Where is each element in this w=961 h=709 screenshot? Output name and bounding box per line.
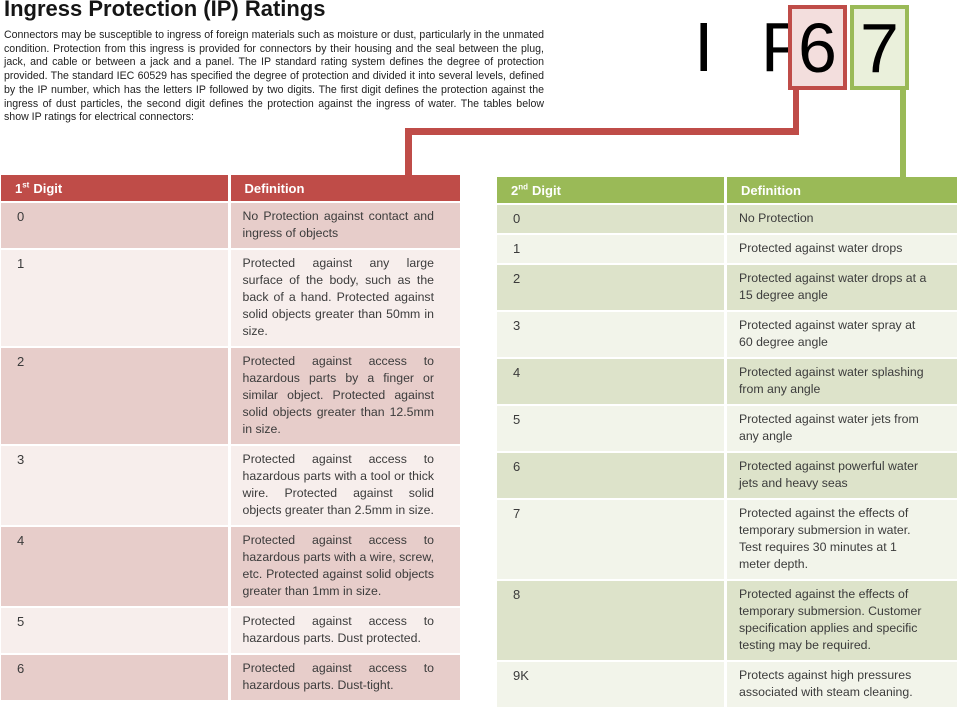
digit-cell: 6 [497,453,727,500]
digit-cell: 2 [1,348,231,446]
table-row: 4 Protected against water splashing from … [497,359,957,406]
page-title: Ingress Protection (IP) Ratings [4,0,326,21]
intro-paragraph: Connectors may be susceptible to ingress… [4,29,544,124]
definition-cell: Protected against the effects of tempora… [727,500,957,581]
table-row: 2 Protected against water drops at a 15 d… [497,265,957,312]
first-digit-box: 6 [788,5,847,90]
header-digit-ordinal: st [22,180,30,190]
header-digit-ordinal: nd [518,182,529,192]
first-digit-value: 6 [798,8,837,87]
digit-cell: 0 [1,203,231,250]
header-row: 1st Digit Definition [1,175,460,203]
definition-cell: Protected against water splashing from a… [727,359,957,406]
table-row: 1 Protected against any large surface of … [1,250,460,348]
second-digit-table-head: 2nd Digit Definition [497,177,957,205]
header-digit-num: 1 [15,181,23,196]
table-row: 7 Protected against the effects of tempor… [497,500,957,581]
table-row: 0 No Protection [497,205,957,235]
digit-cell: 0 [497,205,727,235]
table-row: 3 Protected against access to hazardous p… [1,446,460,527]
digit-cell: 4 [497,359,727,406]
first-digit-column-header: 1st Digit [1,175,231,203]
definition-cell: Protected against water spray at 60 degr… [727,312,957,359]
digit-cell: 1 [1,250,231,348]
digit-cell: 7 [497,500,727,581]
second-digit-connector-line [900,88,906,178]
second-digit-column-header: 2nd Digit [497,177,727,205]
digit-cell: 8 [497,581,727,662]
second-digit-value: 7 [860,8,899,87]
definition-cell: Protected against access to hazardous pa… [230,348,460,446]
definition-cell: Protected against water jets from any an… [727,406,957,453]
second-digit-table: 2nd Digit Definition 0 No Protection 1 Prot… [497,177,957,709]
definition-cell: Protected against water drops at a 15 de… [727,265,957,312]
table-row: 1 Protected against water drops [497,235,957,265]
digit-cell: 1 [497,235,727,265]
header-digit-num: 2 [511,183,519,198]
digit-cell: 4 [1,527,231,608]
first-digit-connector-line [793,88,799,132]
second-digit-box: 7 [850,5,909,90]
digit-cell: 6 [1,655,231,702]
definition-column-header: Definition [230,175,460,203]
definition-column-header: Definition [727,177,957,205]
table-row: 8 Protected against the effects of tempor… [497,581,957,662]
header-digit-word: Digit [532,183,561,198]
table-row: 5 Protected against water jets from any a… [497,406,957,453]
second-digit-table-body: 0 No Protection 1 Protected against water … [497,205,957,709]
digit-cell: 2 [497,265,727,312]
digit-cell: 5 [497,406,727,453]
table-row: 6 Protected against access to hazardous p… [1,655,460,702]
table-row: 3 Protected against water spray at 60 deg… [497,312,957,359]
definition-cell: Protected against the effects of tempora… [727,581,957,662]
definition-cell: Protected against access to hazardous pa… [230,608,460,655]
definition-cell: Protected against water drops [727,235,957,265]
definition-cell: Protected against access to hazardous pa… [230,527,460,608]
definition-cell: Protected against any large surface of t… [230,250,460,348]
definition-cell: Protected against powerful water jets an… [727,453,957,500]
definition-cell: No Protection [727,205,957,235]
definition-cell: Protected against access to hazardous pa… [230,446,460,527]
digit-cell: 3 [1,446,231,527]
table-row: 4 Protected against access to hazardous p… [1,527,460,608]
digit-cell: 5 [1,608,231,655]
digit-cell: 3 [497,312,727,359]
table-row: 9K Protects against high pressures associ… [497,662,957,709]
digit-cell: 9K [497,662,727,709]
header-digit-word: Digit [33,181,63,196]
definition-cell: Protected against access to hazardous pa… [230,655,460,702]
table-row: 2 Protected against access to hazardous p… [1,348,460,446]
table-row: 6 Protected against powerful water jets a… [497,453,957,500]
table-row: 5 Protected against access to hazardous p… [1,608,460,655]
first-digit-table-head: 1st Digit Definition [1,175,460,203]
table-row: 0 No Protection against contact and ingre… [1,203,460,250]
header-row: 2nd Digit Definition [497,177,957,205]
definition-cell: Protects against high pressures associat… [727,662,957,709]
definition-cell: No Protection against contact and ingres… [230,203,460,250]
first-digit-table-body: 0 No Protection against contact and ingre… [1,203,460,702]
first-digit-connector-line [405,128,799,135]
first-digit-table: 1st Digit Definition 0 No Protection again… [1,175,460,702]
first-digit-connector-line [405,130,412,176]
